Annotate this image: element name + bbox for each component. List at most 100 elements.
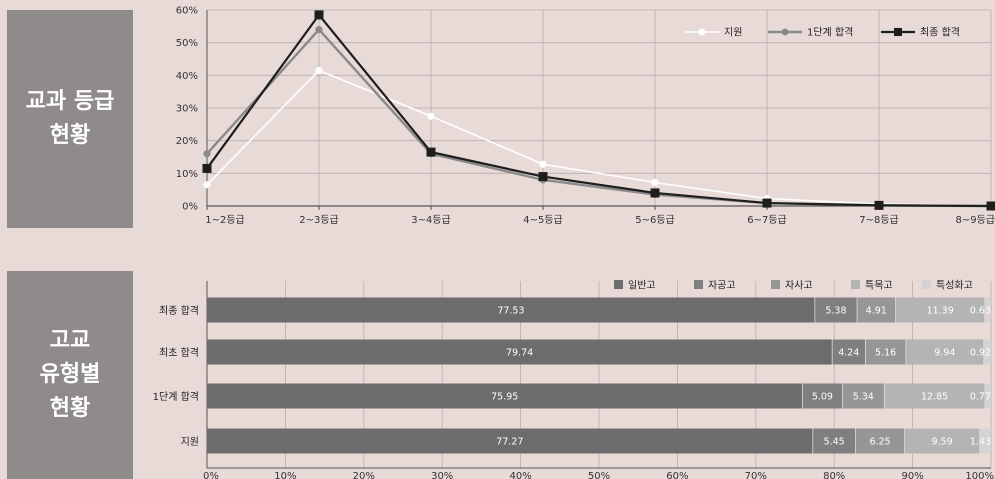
series-line-apply xyxy=(206,69,992,207)
bar-segment xyxy=(984,297,990,323)
legend-label-stage1-pass: 1단계 합격 xyxy=(807,26,853,39)
point-final-pass xyxy=(314,10,324,20)
x-tick-label: 80% xyxy=(823,471,845,479)
legend-swatch xyxy=(614,280,623,289)
bar-segment xyxy=(207,383,803,409)
x-tick-label: 40% xyxy=(509,471,531,479)
y-tick-label: 0% xyxy=(182,202,198,213)
x-tick-label: 50% xyxy=(588,471,610,479)
data-label: 6.25 xyxy=(869,437,890,448)
x-tick-label: 2~3등급 xyxy=(299,214,339,226)
point-final-pass xyxy=(874,200,884,210)
x-tick-label: 0% xyxy=(203,471,219,479)
x-tick-label: 90% xyxy=(901,471,923,479)
x-tick-label: 20% xyxy=(353,471,375,479)
bar-segment xyxy=(904,428,980,454)
school-type-title-line2: 유형별 xyxy=(39,362,101,387)
legend-marker-stage1-pass xyxy=(781,28,789,36)
data-label: 5.45 xyxy=(824,437,845,448)
grade-section-label: 교과 등급 현황 xyxy=(7,10,133,228)
legend-swatch xyxy=(694,280,703,289)
x-tick-label: 100% xyxy=(965,471,994,479)
data-label: 5.09 xyxy=(812,392,833,403)
x-tick-label: 70% xyxy=(745,471,767,479)
school-type-title-line1: 고교 xyxy=(49,328,91,353)
legend-marker-final-pass xyxy=(894,28,902,36)
bar-segment xyxy=(895,297,985,323)
y-tick-label: 10% xyxy=(176,169,198,180)
point-final-pass xyxy=(202,163,212,173)
data-label: 12.85 xyxy=(921,392,948,403)
legend-swatch xyxy=(922,280,931,289)
data-label: 5.16 xyxy=(875,348,896,359)
bar-segment xyxy=(865,339,906,365)
x-tick-label: 4~5등급 xyxy=(523,214,563,226)
data-label: 1.43 xyxy=(970,437,991,448)
bar-segment xyxy=(855,428,905,454)
legend-swatch xyxy=(851,280,860,289)
category-label: 지원 xyxy=(181,436,199,448)
data-label: 9.59 xyxy=(932,437,953,448)
bar-segment xyxy=(207,339,833,365)
bar-segment xyxy=(984,383,991,409)
x-tick-label: 1~2등급 xyxy=(205,214,245,226)
bar-segment xyxy=(832,339,866,365)
legend-label-apply: 지원 xyxy=(724,27,742,39)
x-tick-label: 8~9등급 xyxy=(955,214,995,226)
x-tick-label: 30% xyxy=(431,471,453,479)
legend-label: 자사고 xyxy=(785,280,813,292)
bar-segment xyxy=(207,297,815,323)
bar-segment xyxy=(983,339,991,365)
point-apply xyxy=(203,181,211,189)
point-final-pass xyxy=(650,188,660,198)
data-label: 5.38 xyxy=(825,306,846,317)
legend-label: 특성화고 xyxy=(936,280,973,292)
point-final-pass xyxy=(986,201,995,211)
x-tick-label: 3~4등급 xyxy=(411,214,451,226)
data-label: 77.27 xyxy=(496,437,523,448)
x-tick-label: 6~7등급 xyxy=(747,214,787,226)
y-tick-label: 60% xyxy=(176,6,198,17)
legend-label-final-pass: 최종 합격 xyxy=(920,26,960,39)
point-apply xyxy=(651,178,659,187)
legend-marker-apply xyxy=(698,28,706,36)
data-label: 5.34 xyxy=(853,392,874,403)
bar-segment xyxy=(814,297,858,323)
bar-segment xyxy=(207,428,813,454)
data-label: 4.91 xyxy=(866,306,887,317)
grade-section-title-line2: 현황 xyxy=(49,123,91,148)
point-final-pass xyxy=(426,147,436,157)
legend-label: 특목고 xyxy=(865,280,893,292)
point-apply xyxy=(315,66,323,75)
data-label: 9.94 xyxy=(934,348,955,359)
category-label: 1단계 합격 xyxy=(153,390,199,403)
x-tick-label: 10% xyxy=(274,471,296,479)
bar-segment xyxy=(884,383,985,409)
data-label: 4.24 xyxy=(838,348,859,359)
data-label: 75.95 xyxy=(491,392,518,403)
legend-label: 일반고 xyxy=(628,280,656,292)
y-tick-label: 20% xyxy=(176,136,198,147)
data-label: 77.53 xyxy=(497,306,524,317)
bar-segment xyxy=(802,383,843,409)
data-label: 0.77 xyxy=(970,392,991,403)
category-label: 최종 합격 xyxy=(159,304,199,317)
data-label: 11.39 xyxy=(927,306,954,317)
point-stage1-pass xyxy=(315,26,323,34)
point-apply xyxy=(427,112,435,120)
grade-line-chart: 60% 50% 40% 30% 20% 10% 0% 1~2등급 2~3등급 3~4등급 4~5등급… xyxy=(176,6,995,226)
point-final-pass xyxy=(762,198,772,208)
x-tick-label: 7~8등급 xyxy=(859,214,899,226)
school-type-title-line3: 현황 xyxy=(49,396,91,421)
school-type-section-label: 고교 유형별 현황 xyxy=(7,271,133,479)
bar-segment xyxy=(842,383,885,409)
bar-segment xyxy=(979,428,991,454)
series-line-stage1-pass xyxy=(206,27,992,208)
bar-segment xyxy=(905,339,984,365)
series-line-final-pass xyxy=(206,13,992,208)
bar-segment xyxy=(857,297,896,323)
legend-swatch xyxy=(771,280,780,289)
y-tick-label: 30% xyxy=(176,104,198,115)
bar-segment xyxy=(812,428,856,454)
data-label: 0.63 xyxy=(970,306,991,317)
